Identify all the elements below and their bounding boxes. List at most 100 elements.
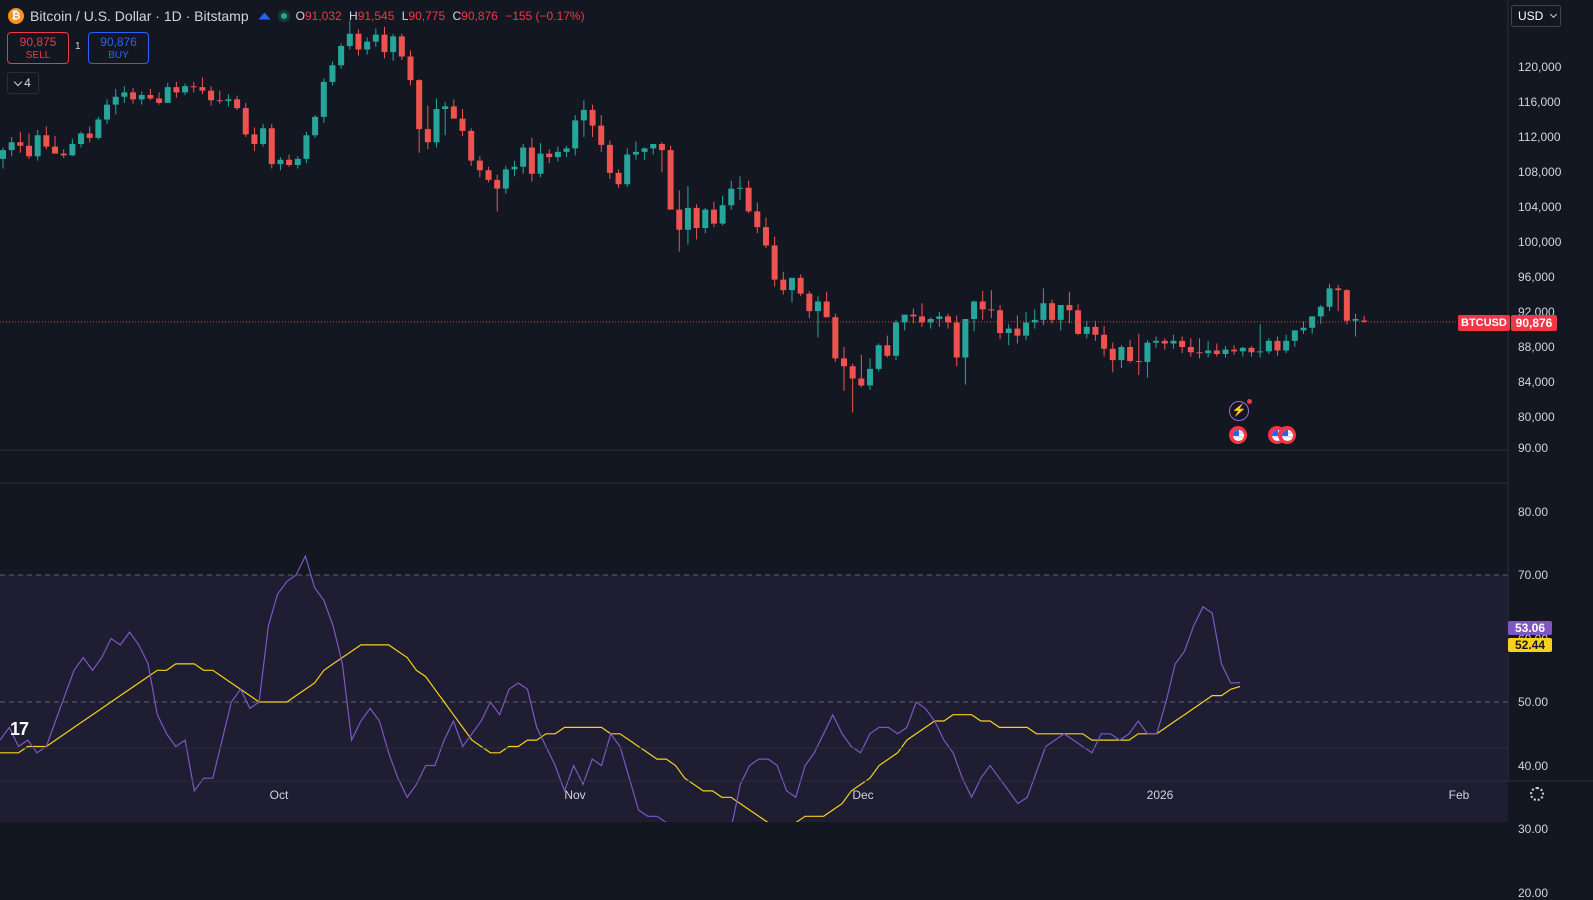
time-axis-label: 2026: [1146, 788, 1174, 802]
candle-body: [710, 209, 717, 224]
candle-body: [485, 170, 492, 180]
us-flag-event-icon[interactable]: [1278, 426, 1296, 444]
candle-body: [130, 92, 137, 100]
candle-body: [1343, 290, 1350, 321]
spread-value: 1: [75, 41, 81, 52]
rsi-ma-value-badge: 52.44: [1508, 638, 1552, 652]
buy-button[interactable]: 90,876 BUY: [88, 32, 149, 64]
change-value: −155 (−0.17%): [505, 9, 585, 23]
candle-body: [962, 319, 969, 358]
candle-body: [823, 301, 830, 318]
candle-body: [390, 36, 397, 53]
candle-body: [1005, 328, 1012, 333]
candle-body: [442, 106, 449, 109]
candle-body: [1300, 327, 1307, 331]
candle-body: [78, 133, 85, 144]
candle-body: [268, 128, 275, 165]
candle-body: [1014, 328, 1021, 336]
rsi-line: [0, 554, 1241, 822]
candle-body: [971, 301, 978, 319]
rsi-value-badge: 53.06: [1508, 621, 1552, 635]
candle-body: [589, 109, 596, 126]
price-tick-label: 120,000: [1518, 60, 1562, 74]
candle-body: [138, 95, 145, 100]
candle-body: [34, 135, 41, 157]
flag-icon[interactable]: [258, 12, 271, 20]
candle-body: [1196, 352, 1203, 354]
candle-body: [260, 128, 267, 144]
candle-body: [1118, 347, 1125, 361]
candle-body: [624, 154, 631, 185]
symbol-title[interactable]: Bitcoin / U.S. Dollar · 1D · Bitstamp: [30, 8, 249, 24]
candle-body: [277, 159, 284, 165]
sell-price: 90,875: [19, 35, 57, 49]
candle-body: [745, 187, 752, 212]
candle-body: [840, 358, 847, 367]
candle-body: [216, 100, 223, 102]
chart-canvas[interactable]: [0, 0, 1593, 822]
close-value: 90,876: [461, 9, 498, 23]
candle-body: [1213, 350, 1220, 354]
candle-body: [684, 207, 691, 230]
bitcoin-icon: ₿: [8, 8, 24, 24]
candle-body: [1265, 340, 1272, 352]
candle-body: [849, 366, 856, 379]
time-axis-label: Oct: [269, 788, 289, 802]
lightning-event-icon[interactable]: ⚡: [1229, 399, 1252, 421]
rsi-tick-label: 50.00: [1518, 695, 1549, 709]
candle-body: [8, 142, 15, 151]
candle-body: [754, 211, 761, 228]
candle-body: [606, 144, 613, 173]
price-tick-label: 88,000: [1518, 340, 1555, 354]
candle-body: [832, 317, 839, 359]
candle-body: [286, 159, 293, 165]
symbol-legend: ₿ Bitcoin / U.S. Dollar · 1D · Bitstamp …: [8, 6, 585, 26]
candle-body: [173, 87, 180, 93]
candle-body: [719, 205, 726, 224]
candle-body: [1066, 305, 1073, 311]
candle-body: [208, 90, 215, 101]
candle-body: [988, 309, 995, 311]
tradingview-logo-icon[interactable]: 17: [10, 719, 29, 739]
candle-body: [658, 144, 665, 151]
us-flag-event-icon[interactable]: [1229, 426, 1247, 444]
candle-body: [476, 160, 483, 171]
sell-button[interactable]: 90,875 SELL: [7, 32, 69, 64]
candle-body: [580, 109, 587, 121]
candle-body: [364, 41, 371, 50]
buy-price: 90,876: [100, 35, 137, 49]
candle-body: [546, 153, 553, 158]
candle-body: [1352, 319, 1359, 321]
candle-body: [1144, 342, 1151, 362]
candle-body: [771, 245, 778, 280]
currency-select[interactable]: USD: [1511, 5, 1561, 27]
time-axis-label: Feb: [1448, 788, 1470, 802]
candle-body: [520, 147, 527, 167]
candle-body: [1127, 347, 1134, 361]
candle-body: [329, 65, 336, 82]
symbol-badge: BTCUSD: [1458, 315, 1510, 331]
candle-body: [182, 86, 189, 93]
candle-body: [901, 314, 908, 323]
currency-label: USD: [1518, 9, 1544, 23]
sell-label: SELL: [25, 50, 51, 61]
candle-body: [450, 106, 457, 119]
gear-icon[interactable]: [1530, 787, 1544, 801]
candle-body: [494, 179, 501, 189]
candle-body: [95, 119, 102, 138]
candle-body: [60, 153, 67, 156]
candle-body: [1075, 310, 1082, 334]
rsi-tick-label: 20.00: [1518, 885, 1549, 900]
candle-body: [1040, 303, 1047, 320]
candle-body: [650, 144, 657, 149]
rsi-tick-label: 90.00: [1518, 441, 1549, 455]
candle-body: [806, 293, 813, 312]
candle-body: [893, 322, 900, 356]
rsi-tick-label: 70.00: [1518, 568, 1549, 582]
candle-body: [43, 135, 50, 147]
indicators-toggle-button[interactable]: 4: [7, 72, 39, 94]
candle-body: [0, 150, 6, 159]
candle-body: [676, 209, 683, 230]
indicator-count: 4: [24, 76, 31, 90]
candle-body: [190, 86, 197, 88]
